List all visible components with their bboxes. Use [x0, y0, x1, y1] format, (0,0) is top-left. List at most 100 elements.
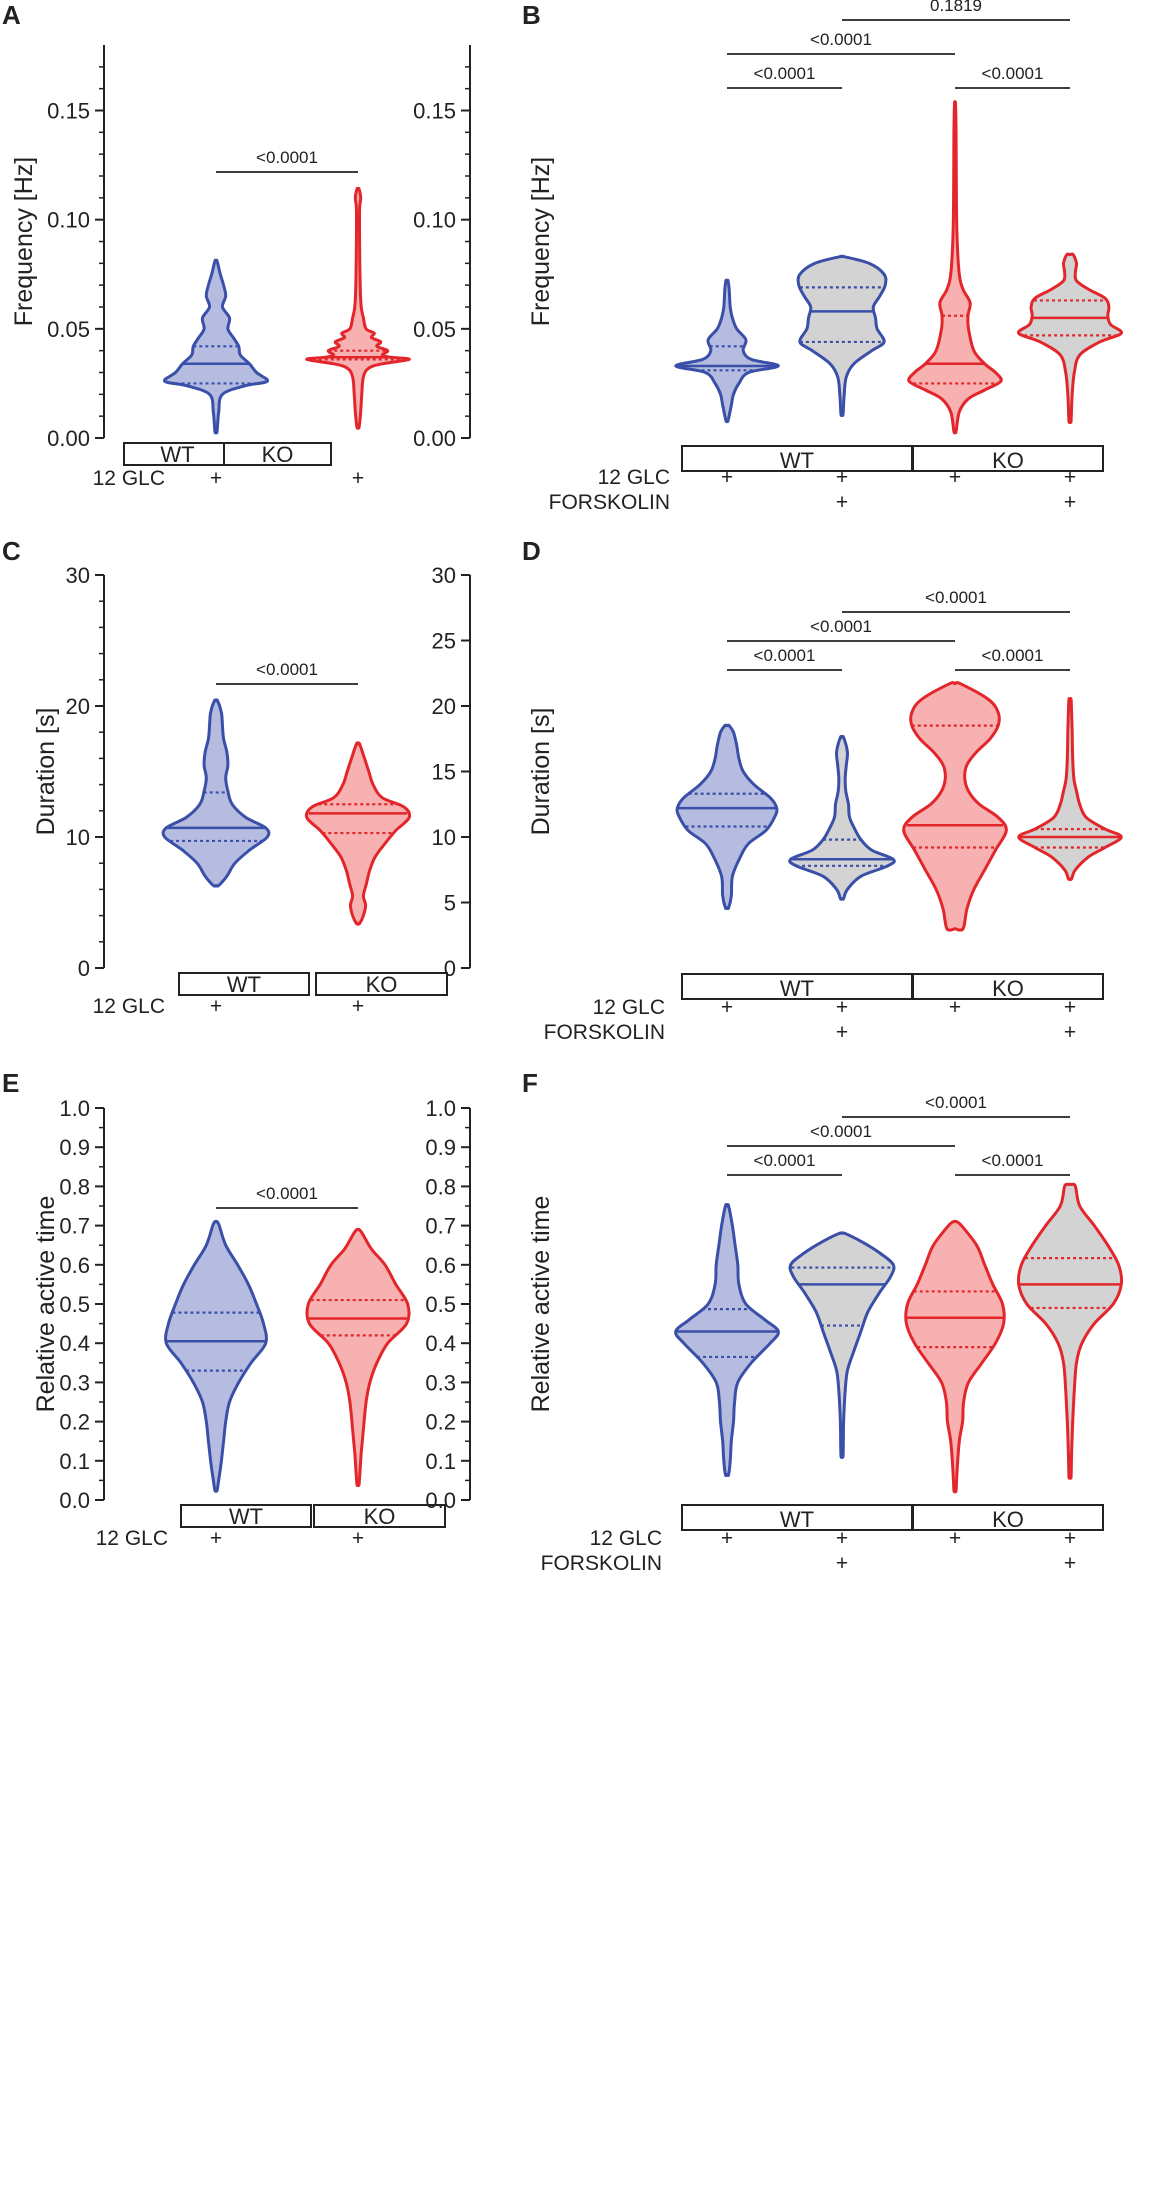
condition-mark: + [1064, 996, 1076, 1019]
y-tick-label: 0.15 [413, 99, 456, 124]
y-tick-label: 0.8 [59, 1174, 90, 1199]
y-tick-label: 0.8 [425, 1174, 456, 1199]
y-tick-label: 0.1 [59, 1449, 90, 1474]
y-tick-label: 0.5 [425, 1292, 456, 1317]
group-box-wt [180, 1504, 312, 1528]
panel-letter: E [2, 1068, 19, 1098]
condition-label: 12 GLC [590, 1527, 662, 1550]
violin-body [164, 1219, 268, 1493]
y-tick-label: 30 [432, 563, 456, 588]
group-label: KO [366, 972, 398, 997]
condition-mark: + [836, 1021, 848, 1044]
y-tick-label: 0.6 [59, 1253, 90, 1278]
condition-mark: + [721, 466, 733, 489]
group-box-ko [912, 445, 1104, 472]
y-tick-label: 0.7 [59, 1214, 90, 1239]
violin-a-1 [163, 258, 269, 435]
p-value-label: 0.1819 [930, 0, 982, 15]
violin-body [796, 254, 888, 417]
condition-mark: + [1064, 491, 1076, 514]
y-tick-label: 0.15 [47, 99, 90, 124]
group-label: WT [780, 976, 814, 1001]
y-axis-title: Frequency [Hz] [10, 157, 38, 327]
condition-mark: + [836, 466, 848, 489]
condition-mark: + [949, 996, 961, 1019]
group-box-ko [223, 442, 332, 466]
y-tick-label: 0.0 [425, 1488, 456, 1513]
panel-f: F 0.0 0.1 0.2 0.3 0.4 0.5 0.6 0.7 0.8 0.9 1.0 Relati… [425, 1068, 1124, 1575]
violin-body [163, 258, 269, 435]
group-label: KO [992, 976, 1024, 1001]
condition-mark: + [721, 996, 733, 1019]
group-box-wt [681, 445, 913, 472]
group-label: WT [780, 448, 814, 473]
violin-body [1017, 697, 1123, 882]
condition-mark: + [1064, 1527, 1076, 1550]
violin-body [902, 681, 1008, 932]
y-tick-label: 0.4 [59, 1331, 90, 1356]
group-label: KO [992, 448, 1024, 473]
y-tick-label: 0.5 [59, 1292, 90, 1317]
condition-mark: + [352, 467, 364, 490]
y-tick-label: 25 [432, 629, 456, 654]
violin-e-2 [305, 1227, 411, 1487]
p-value-label: <0.0001 [810, 30, 872, 49]
y-tick-label: 0.9 [59, 1135, 90, 1160]
violin-body [305, 186, 411, 430]
y-tick-label: 0.05 [47, 317, 90, 342]
condition-mark: + [210, 995, 222, 1018]
group-label: WT [160, 442, 194, 467]
violin-b-3 [907, 100, 1003, 435]
p-value-label: <0.0001 [982, 1151, 1044, 1170]
y-tick-label: 0.10 [413, 208, 456, 233]
condition-mark: + [352, 1527, 364, 1550]
violin-body [907, 100, 1003, 435]
violin-f-1 [674, 1203, 780, 1478]
violin-body [788, 734, 896, 901]
y-tick-label: 0 [444, 956, 456, 981]
y-tick-label: 0.1 [425, 1449, 456, 1474]
condition-mark: + [836, 1527, 848, 1550]
y-tick-label: 0.7 [425, 1214, 456, 1239]
y-axis-title: Duration [s] [32, 708, 60, 836]
condition-mark: + [1064, 1552, 1076, 1575]
condition-mark: + [1064, 466, 1076, 489]
group-box-ko [313, 1504, 446, 1528]
p-value-label: <0.0001 [256, 1184, 318, 1203]
condition-label: 12 GLC [93, 995, 165, 1018]
y-tick-label: 0.00 [413, 426, 456, 451]
group-box-ko [315, 972, 448, 996]
violin-b-2 [796, 254, 888, 417]
condition-mark: + [210, 1527, 222, 1550]
group-label: KO [262, 442, 294, 467]
condition-label: 12 GLC [598, 466, 670, 489]
violin-body [1017, 252, 1123, 424]
y-tick-label: 20 [432, 694, 456, 719]
condition-mark: + [352, 995, 364, 1018]
p-value-label: <0.0001 [256, 148, 318, 167]
y-tick-label: 15 [432, 760, 456, 785]
violin-b-1 [674, 278, 780, 424]
y-tick-label: 0.0 [59, 1488, 90, 1513]
y-axis-title: Frequency [Hz] [527, 157, 555, 327]
y-axis-title: Duration [s] [527, 708, 555, 836]
violin-body [304, 741, 412, 926]
violin-a-2 [305, 186, 411, 430]
condition-label: FORSKOLIN [541, 1552, 662, 1575]
condition-mark: + [949, 1527, 961, 1550]
panel-letter: D [522, 536, 541, 566]
group-box-wt [178, 972, 310, 996]
panel-b: B 0.00 0.05 0.10 0.15 Frequency [Hz] <0.0001 <0… [413, 0, 1123, 514]
group-label: WT [780, 1507, 814, 1532]
p-value-label: <0.0001 [754, 646, 816, 665]
violin-f-2 [788, 1231, 896, 1459]
p-value-label: <0.0001 [982, 64, 1044, 83]
group-box-ko [912, 973, 1104, 1000]
group-label: WT [227, 972, 261, 997]
panel-letter: F [522, 1068, 538, 1098]
violin-c-1 [161, 698, 271, 888]
y-tick-label: 0 [78, 956, 90, 981]
condition-mark: + [836, 1552, 848, 1575]
condition-mark: + [721, 1527, 733, 1550]
